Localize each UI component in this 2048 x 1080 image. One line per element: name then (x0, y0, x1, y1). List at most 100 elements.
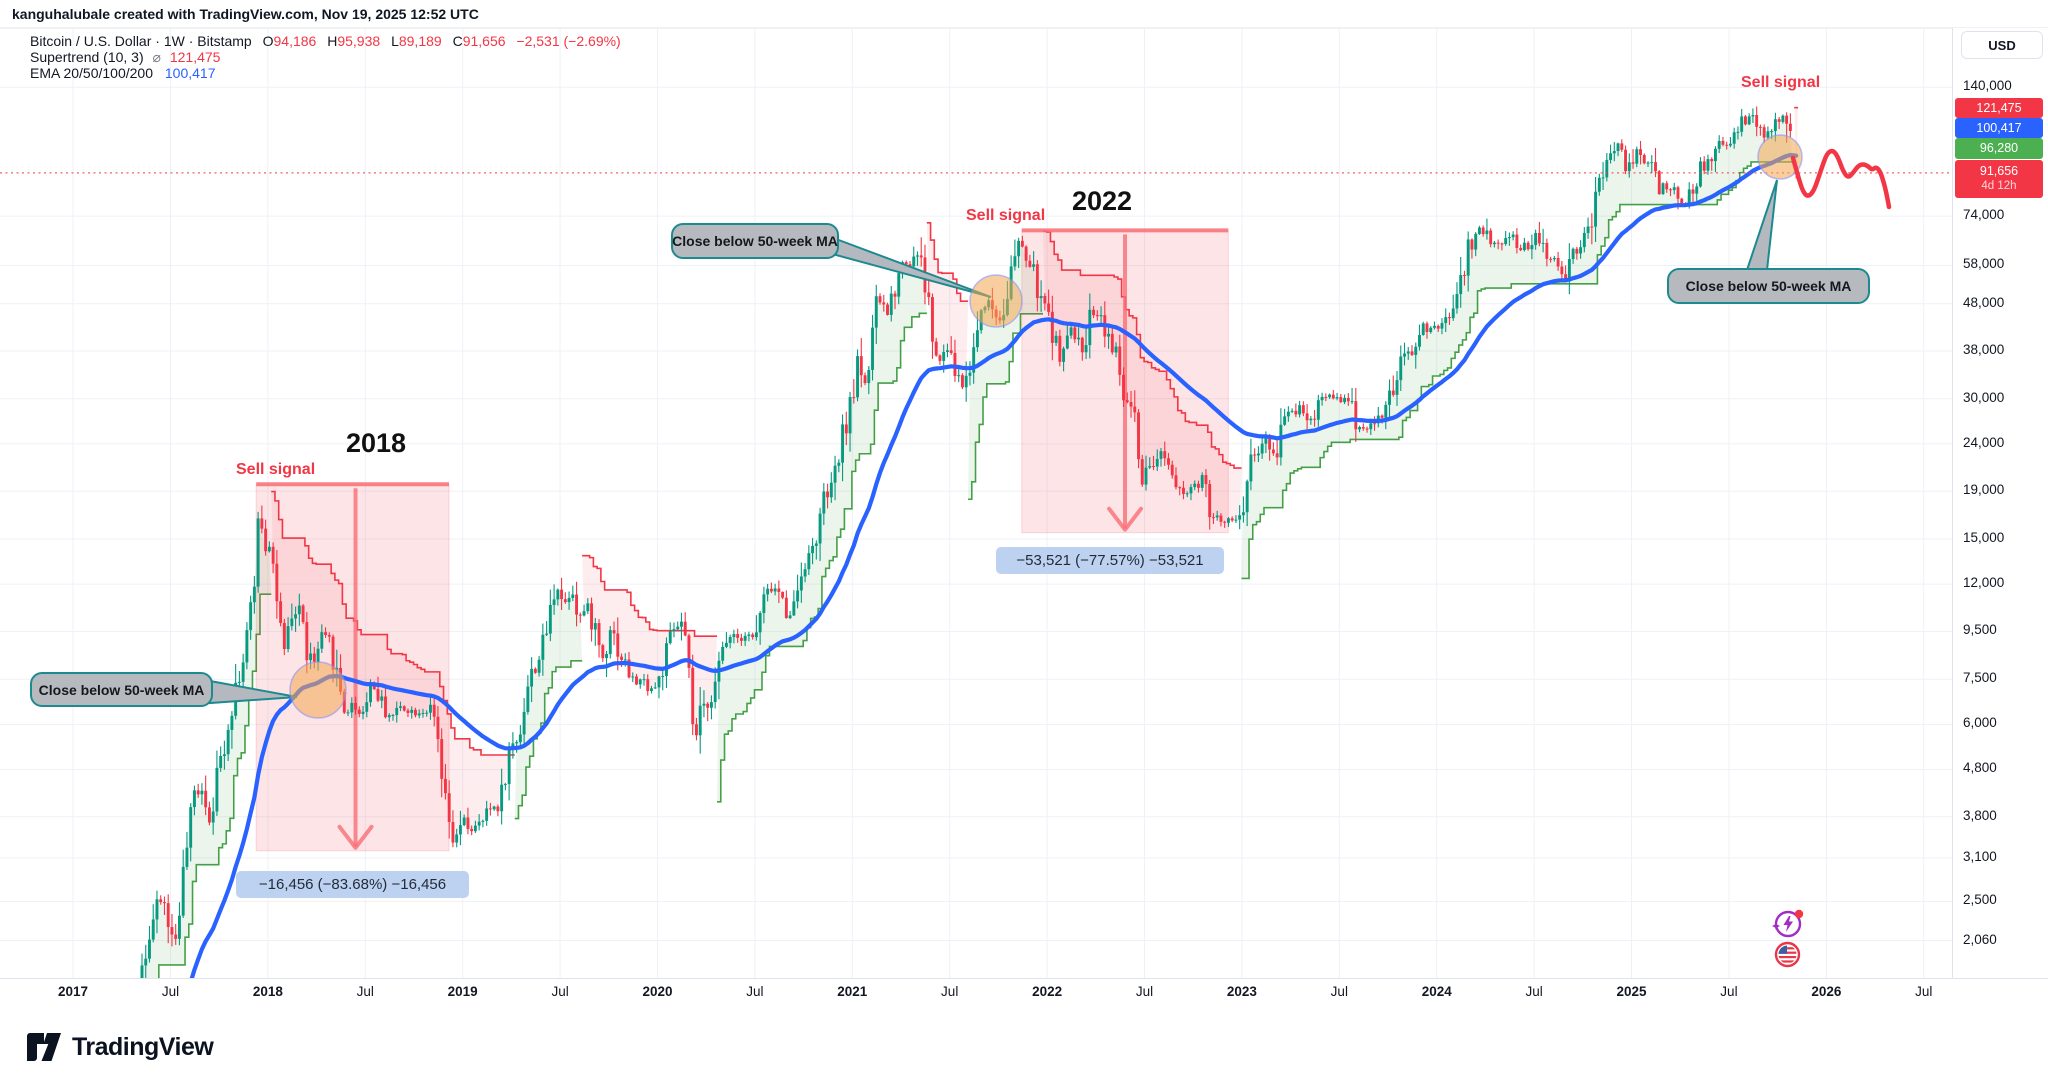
price-badge-ema: 100,417 (1955, 118, 2043, 138)
price-tick-2060: 2,060 (1963, 931, 1997, 947)
price-tick-38000: 38,000 (1963, 341, 2005, 357)
time-tick-Jul-2022.5: Jul (1135, 984, 1154, 999)
time-tick-2026-2026: 2026 (1811, 984, 1842, 999)
time-tick-2025-2025: 2025 (1616, 984, 1647, 999)
supertrend-line-up (968, 313, 1044, 501)
callout-pointer-3 (1745, 179, 1778, 271)
time-tick-Jul-2023.5: Jul (1330, 984, 1348, 999)
price-tick-3800: 3,800 (1963, 807, 1997, 823)
high-label: H (327, 33, 338, 49)
price-tick-4800: 4,800 (1963, 760, 1997, 776)
price-tick-58000: 58,000 (1963, 256, 2005, 272)
time-tick-2019-2019: 2019 (447, 984, 478, 999)
legend-symbol-row[interactable]: Bitcoin / U.S. Dollar · 1W · Bitstamp O9… (30, 33, 621, 49)
callout-close-below-ma-2025[interactable]: Close below 50-week MA (1667, 268, 1870, 304)
sell-zone-box-2022[interactable] (1021, 228, 1229, 534)
measure-arrow-head (337, 824, 374, 850)
time-tick-2018-2018: 2018 (252, 984, 283, 999)
time-tick-2021-2021: 2021 (837, 984, 868, 999)
supertrend-fill-down (271, 491, 515, 843)
ema-label[interactable]: EMA 20/50/100/200 (30, 65, 153, 81)
supertrend-line-up (1241, 161, 1793, 580)
supertrend-line-down (926, 222, 969, 302)
tradingview-logo-mark (26, 1032, 62, 1062)
price-tick-2500: 2,500 (1963, 892, 1997, 908)
price-tick-7500: 7,500 (1963, 670, 1997, 686)
price-tick-19000: 19,000 (1963, 482, 2005, 498)
highlight-circle-2[interactable] (969, 274, 1023, 328)
legend-supertrend-row[interactable]: Supertrend (10, 3) ⌀ 121,475 (30, 49, 621, 65)
price-badge-ma-green: 96,280 (1955, 138, 2043, 159)
time-axis[interactable]: 2017 Jul 2018 Jul 2019 Jul 2020 Jul 2021 Jul 2022 J… (0, 978, 2048, 1007)
time-tick-Jul-2021.5: Jul (941, 984, 959, 999)
callout-close-below-ma-2022[interactable]: Close below 50-week MA (671, 223, 839, 259)
price-tick-3100: 3,100 (1963, 848, 1997, 864)
time-tick-2024-2024: 2024 (1421, 984, 1452, 999)
time-tick-Jul-2020.5: Jul (746, 984, 764, 999)
supertrend-line-up (158, 593, 272, 978)
callout-close-below-ma-2018[interactable]: Close below 50-week MA (30, 672, 213, 707)
price-badge-supertrend: 121,475 (1955, 98, 2043, 118)
supertrend-label[interactable]: Supertrend (10, 3) (30, 49, 144, 65)
time-tick-Jul-2025.5: Jul (1720, 984, 1738, 999)
economic-events-icon[interactable] (1772, 908, 1804, 940)
measure-arrow-head (1107, 506, 1144, 532)
low-value: 89,189 (398, 33, 442, 49)
price-range-label-2022[interactable]: −53,521 (−77.57%) −53,521 (996, 547, 1224, 574)
price-tick-6000: 6,000 (1963, 715, 1997, 731)
attribution-text: kanguhalubale created with TradingView.c… (12, 6, 479, 22)
ema-value: 100,417 (164, 65, 216, 81)
price-axis[interactable]: USD 140,000 74,000 58,000 48,000 38,000 30,00… (1952, 28, 2048, 1006)
supertrend-line-up (717, 312, 927, 803)
high-value: 95,938 (337, 33, 381, 49)
supertrend-fill-up (514, 589, 583, 819)
candlesticks (140, 106, 1798, 978)
price-range-label-2018[interactable]: −16,456 (−83.68%) −16,456 (236, 871, 469, 898)
sell-signal-label-2025[interactable]: Sell signal (1741, 74, 1821, 91)
time-tick-Jul-2024.5: Jul (1525, 984, 1543, 999)
supertrend-fill-down (1794, 107, 1799, 173)
price-tick-9500: 9,500 (1963, 622, 1997, 638)
close-label: C (452, 33, 463, 49)
price-tick-30000: 30,000 (1963, 389, 2005, 405)
price-tick-140000: 140,000 (1963, 78, 2012, 94)
close-value: 91,656 (462, 33, 506, 49)
highlight-circle-1[interactable] (289, 661, 347, 719)
supertrend-value: 121,475 (169, 49, 221, 65)
time-tick-Jul-2026.5: Jul (1915, 984, 1933, 999)
supertrend-fill-up (1241, 114, 1793, 579)
time-tick-Jul-2019.5: Jul (551, 984, 569, 999)
low-label: L (391, 33, 399, 49)
legend-ema-row[interactable]: EMA 20/50/100/200 100,417 (30, 65, 621, 81)
symbol-title[interactable]: Bitcoin / U.S. Dollar · 1W · Bitstamp (30, 33, 252, 49)
projection-drawing[interactable] (1790, 148, 1892, 210)
average-symbol: ⌀ (152, 49, 161, 65)
price-badge-last-price: 91,656 4d 12h (1955, 160, 2043, 198)
highlight-circle-3[interactable] (1757, 134, 1803, 180)
supertrend-line-down (1042, 230, 1242, 469)
change-value: −2,531 (−2.69%) (516, 33, 621, 49)
ema-line (189, 152, 1799, 978)
tradingview-logo[interactable]: TradingView (26, 1032, 214, 1062)
open-value: 94,186 (273, 33, 317, 49)
price-tick-74000: 74,000 (1963, 207, 2005, 223)
plot-area (0, 106, 1952, 978)
currency-toggle-button[interactable]: USD (1961, 31, 2043, 59)
us-flag-icon[interactable] (1774, 941, 1801, 968)
supertrend-fill-down (582, 555, 718, 736)
supertrend-line-down (582, 554, 718, 638)
year-label-2022: 2022 (1071, 186, 1133, 216)
chart-legend[interactable]: Bitcoin / U.S. Dollar · 1W · Bitstamp O9… (30, 33, 621, 81)
sell-signal-label-2022[interactable]: Sell signal (966, 207, 1046, 224)
supertrend-fill-up (717, 255, 927, 802)
time-tick-2023-2023: 2023 (1226, 984, 1257, 999)
price-tick-24000: 24,000 (1963, 434, 2005, 450)
time-tick-2020-2020: 2020 (642, 984, 673, 999)
sell-zone-box-2018[interactable] (255, 482, 450, 852)
price-tick-48000: 48,000 (1963, 294, 2005, 310)
supertrend-fill-down (1042, 231, 1242, 523)
sell-signal-label-2018[interactable]: Sell signal (236, 461, 316, 478)
tradingview-logo-text: TradingView (72, 1032, 214, 1061)
price-tick-15000: 15,000 (1963, 529, 2005, 545)
